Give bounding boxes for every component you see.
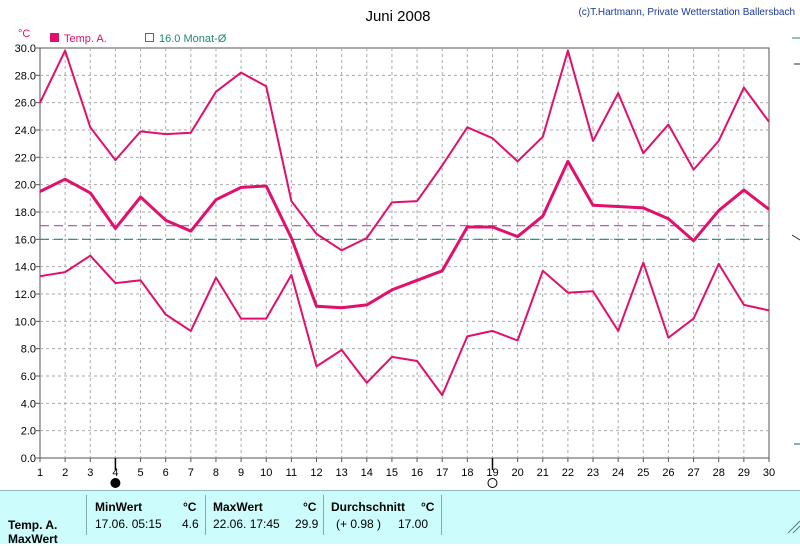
x-tick-label: 25 (637, 467, 649, 479)
x-tick-label: 15 (386, 467, 398, 479)
x-tick-label: 27 (687, 467, 699, 479)
y-tick-label: 2.0 (21, 426, 36, 438)
x-axis: 1 2 3 4 5 6 7 8 9 10 11 12 13 14 15 16 17 18 19 20 21 22 23 24 2… (37, 458, 775, 488)
x-tick-label: 17 (436, 467, 448, 479)
copyright-text: (c)T.Hartmann, Private Wetterstation Bal… (578, 7, 795, 18)
y-tick-label: 28.0 (15, 70, 36, 82)
x-tick-label: 26 (662, 467, 674, 479)
y-tick-label: 22.0 (15, 152, 36, 164)
panel-divider (323, 495, 324, 535)
panel-divider (86, 495, 87, 535)
x-tick-label: 29 (738, 467, 750, 479)
x-tick-label: 11 (286, 467, 297, 479)
x-tick-label: 10 (260, 467, 272, 479)
max-time: 22.06. 17:45 (213, 517, 280, 531)
chart-title: Juni 2008 (365, 8, 430, 25)
x-tick-label: 3 (87, 467, 93, 479)
average-unit: °C (421, 500, 435, 514)
legend-swatch-temp (50, 33, 59, 42)
min-header: MinWert (95, 500, 143, 514)
x-tick-label: 22 (562, 467, 574, 479)
y-tick-label: 14.0 (15, 262, 36, 274)
x-tick-label: 5 (137, 467, 143, 479)
series-mean-line (39, 159, 770, 310)
max-header: MaxWert (213, 500, 263, 514)
x-tick-label: 2 (62, 467, 68, 479)
x-tick-label: 12 (310, 467, 322, 479)
max-unit: °C (303, 500, 317, 514)
x-tick-label: 19 (486, 467, 498, 479)
x-tick-label: 8 (213, 467, 219, 479)
x-tick-label: 4 (112, 467, 118, 479)
y-axis-unit: °C (18, 28, 30, 40)
x-tick-label: 21 (537, 467, 549, 479)
series-min-line (39, 254, 770, 397)
legend-label-average: 16.0 Monat-Ø (159, 33, 227, 45)
panel-divider (441, 495, 442, 535)
x-tick-label: 9 (238, 467, 244, 479)
x-tick-label: 20 (511, 467, 523, 479)
x-tick-label: 23 (587, 467, 599, 479)
x-tick-label: 14 (361, 467, 373, 479)
temperature-chart: 0.0 2.0 4.0 6.0 8.0 10.0 12.0 14.0 16.0 18.0 20.0 2… (15, 7, 800, 488)
series (39, 49, 770, 397)
x-tick-label: 28 (713, 467, 725, 479)
x-tick-label: 24 (612, 467, 624, 479)
resize-grip-icon[interactable] (784, 515, 800, 544)
y-tick-label: 0.0 (21, 453, 36, 465)
average-header: Durchschnitt (331, 500, 406, 514)
y-tick-label: 30.0 (15, 43, 36, 55)
x-tick-label: 18 (461, 467, 473, 479)
plot-area (39, 47, 770, 459)
statistics-panel: Temp. A. MaxWert MinWert °C 17.06. 05:15… (0, 490, 800, 546)
min-value: 4.6 (182, 517, 199, 531)
y-axis: 0.0 2.0 4.0 6.0 8.0 10.0 12.0 14.0 16.0 18.0 20.0 2… (15, 43, 40, 465)
full-moon-icon (487, 478, 498, 488)
y-tick-label: 4.0 (21, 398, 36, 410)
x-tick-label: 13 (336, 467, 348, 479)
max-value: 29.9 (295, 517, 319, 531)
x-tick-label: 30 (763, 467, 775, 479)
series-max-line (39, 49, 770, 252)
y-tick-label: 10.0 (15, 316, 36, 328)
x-tick-label: 16 (411, 467, 423, 479)
y-tick-label: 26.0 (15, 98, 36, 110)
x-tick-label: 6 (163, 467, 169, 479)
min-unit: °C (183, 500, 197, 514)
average-value: 17.00 (398, 517, 429, 531)
stats-row-label: Temp. A. (8, 518, 58, 532)
x-tick-label: 1 (37, 467, 43, 479)
y-tick-label: 12.0 (15, 289, 36, 301)
stats-row-label-secondary: MaxWert (8, 532, 58, 546)
new-moon-icon (110, 478, 121, 488)
y-tick-label: 18.0 (15, 207, 36, 219)
y-tick-label: 6.0 (21, 371, 36, 383)
y-tick-label: 16.0 (15, 234, 36, 246)
x-tick-label: 7 (188, 467, 194, 479)
y-tick-label: 20.0 (15, 180, 36, 192)
average-delta: (+ 0.98 ) (336, 517, 382, 531)
min-time: 17.06. 05:15 (95, 517, 162, 531)
reference-lines (40, 225, 769, 240)
right-edge-markers (791, 37, 800, 445)
y-tick-label: 24.0 (15, 125, 36, 137)
panel-divider (205, 495, 206, 535)
legend-swatch-average (145, 33, 154, 42)
y-tick-label: 8.0 (21, 344, 36, 356)
legend-label-temp: Temp. A. (64, 33, 107, 45)
